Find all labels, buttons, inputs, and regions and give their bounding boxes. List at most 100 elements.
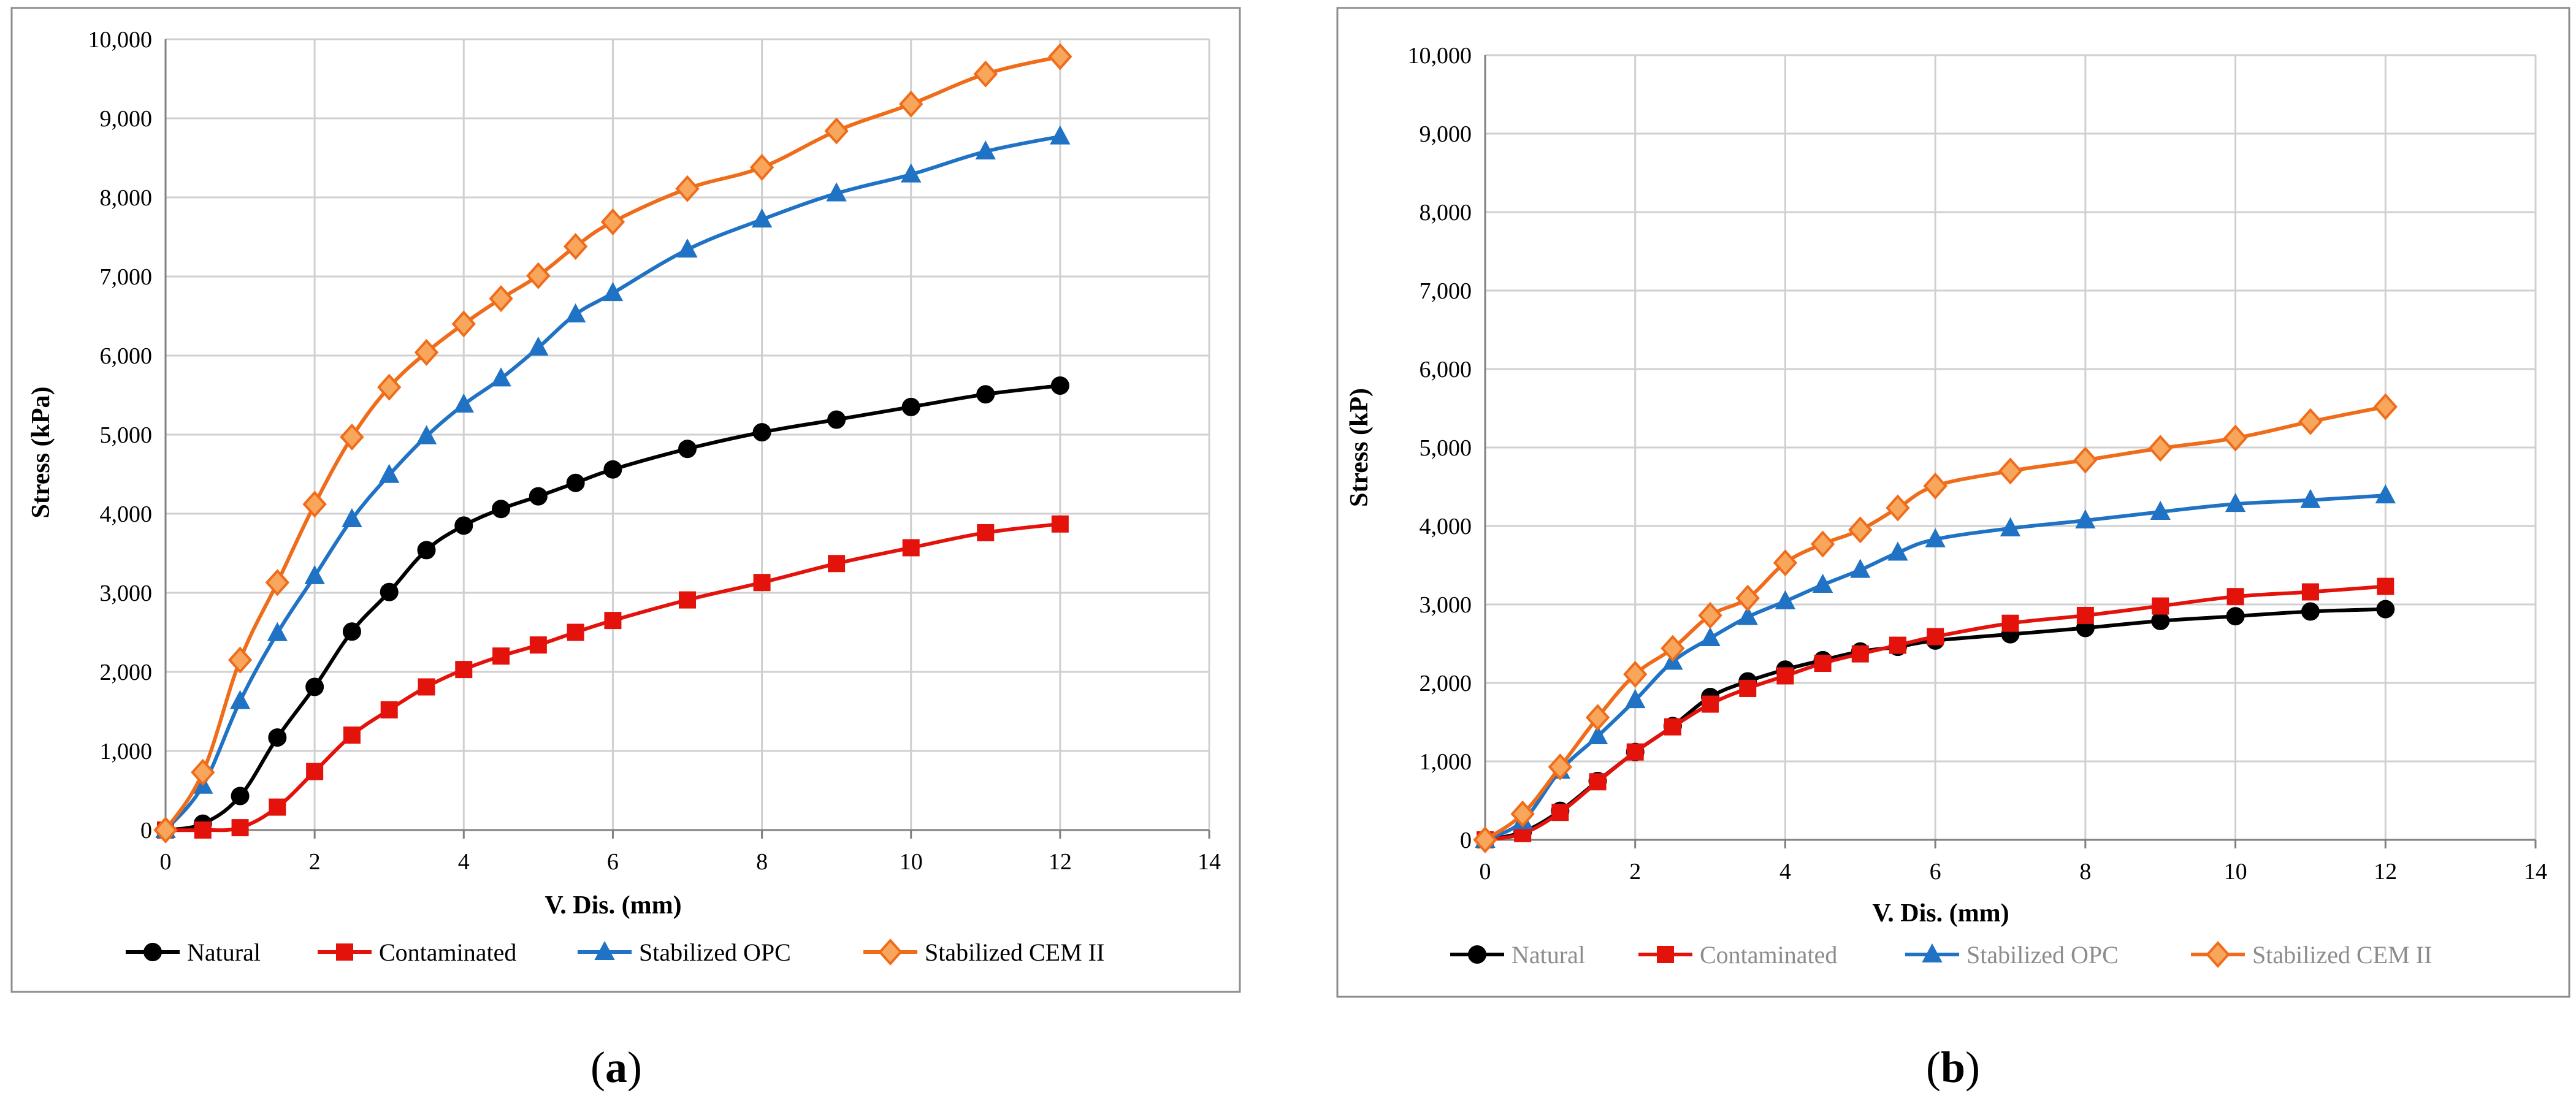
chart-a-point-contaminated xyxy=(1051,515,1069,533)
chart-a-point-natural xyxy=(417,541,436,560)
chart-a-series xyxy=(153,43,1072,844)
chart-b-point-stabilized-cem-ii xyxy=(1735,584,1760,612)
chart-a-x-tick-label: 0 xyxy=(160,849,172,875)
chart-a-point-natural xyxy=(380,582,399,601)
chart-a-point-stabilized-opc xyxy=(342,508,362,528)
chart-b-point-contaminated xyxy=(1851,645,1869,663)
chart-b-point-stabilized-cem-ii xyxy=(1510,800,1535,828)
chart-b-point-stabilized-opc xyxy=(1775,590,1796,609)
chart-a-legend-item-contaminated: Contaminated xyxy=(318,939,516,966)
chart-a-point-stabilized-cem-ii xyxy=(377,373,402,401)
chart-b-legend-item-natural: Natural xyxy=(1450,941,1585,969)
chart-a-point-natural xyxy=(752,423,771,442)
chart-a-y-tick-label: 0 xyxy=(140,818,152,844)
chart-b-y-tick-label: 8,000 xyxy=(1420,200,1472,226)
chart-a: 0 1,000 2,000 3,000 4,000 5,000 6,000 7,000 8,00… xyxy=(27,27,1221,966)
chart-b-point-contaminated xyxy=(2001,614,2019,632)
chart-a-point-stabilized-cem-ii xyxy=(265,569,290,596)
chart-a-legend-item-natural: Natural xyxy=(126,939,261,966)
chart-b-point-stabilized-opc xyxy=(1850,558,1871,578)
chart-a-x-tick-label: 8 xyxy=(756,849,768,875)
chart-b-point-stabilized-cem-ii xyxy=(1661,634,1685,662)
chart-a-y-tick-label: 9,000 xyxy=(100,106,153,132)
chart-a-point-stabilized-cem-ii xyxy=(749,153,774,181)
chart-b-point-natural xyxy=(2376,600,2395,619)
chart-b-axes xyxy=(1484,55,2537,848)
chart-b-point-contaminated xyxy=(1551,804,1569,821)
chart-a-point-natural xyxy=(268,728,287,747)
chart-a-point-stabilized-opc xyxy=(528,336,549,356)
chart-a-point-stabilized-cem-ii xyxy=(153,817,178,844)
chart-b-point-contaminated xyxy=(1664,718,1681,736)
chart-a-x-tick-labels: 0 2 4 6 8 10 12 14 xyxy=(160,849,1221,875)
chart-a-x-tick-label: 2 xyxy=(309,849,321,875)
chart-b-legend-marker-natural xyxy=(1468,945,1486,964)
chart-a-point-contaminated xyxy=(828,555,846,573)
chart-b-y-axis-title: Stress (kP) xyxy=(1345,388,1374,507)
chart-b-legend-item-stabilized-opc: Stabilized OPC xyxy=(1905,941,2119,969)
chart-a-point-contaminated xyxy=(679,591,696,609)
chart-a-point-stabilized-opc xyxy=(453,393,474,413)
chart-b-y-tick-label: 1,000 xyxy=(1420,749,1472,775)
chart-b-point-stabilized-opc xyxy=(2000,517,2021,536)
chart-b-point-stabilized-cem-ii xyxy=(1623,660,1648,688)
chart-a-y-tick-label: 4,000 xyxy=(100,501,153,527)
chart-b-point-contaminated xyxy=(2152,597,2169,615)
chart-a-point-stabilized-cem-ii xyxy=(340,423,364,451)
chart-b-point-contaminated xyxy=(2076,606,2094,624)
chart-b-point-stabilized-opc xyxy=(1625,689,1646,709)
chart-a-x-tick-label: 14 xyxy=(1198,849,1221,875)
chart-b-y-tick-label: 7,000 xyxy=(1420,278,1472,304)
panel-label-b: (b) xyxy=(1926,1043,1980,1092)
chart-a-legend: Natural Contaminated Stabilized OPC Stabili… xyxy=(126,939,1104,966)
chart-a-point-stabilized-opc xyxy=(602,281,624,302)
chart-b-point-stabilized-cem-ii xyxy=(1848,516,1873,544)
chart-a-point-stabilized-opc xyxy=(901,163,922,183)
chart-a-point-stabilized-cem-ii xyxy=(899,90,923,118)
chart-a-x-tick-label: 12 xyxy=(1049,849,1072,875)
chart-a-x-tick-label: 6 xyxy=(607,849,619,875)
chart-b-point-stabilized-cem-ii xyxy=(1998,457,2023,485)
chart-a-point-contaminated xyxy=(194,821,212,839)
chart-a-point-contaminated xyxy=(231,819,249,837)
chart-a-point-stabilized-opc xyxy=(267,622,288,641)
chart-a-point-contaminated xyxy=(418,678,435,696)
chart-a-frame xyxy=(10,7,1241,993)
chart-b-gridlines xyxy=(1485,54,2537,840)
chart-a-series-stabilized-cem-ii xyxy=(153,43,1072,844)
chart-a-y-tick-label: 5,000 xyxy=(100,422,153,448)
chart-a-point-contaminated xyxy=(977,524,995,541)
chart-b-x-tick-label: 14 xyxy=(2524,859,2547,885)
chart-a-point-stabilized-opc xyxy=(416,425,437,444)
chart-a-point-stabilized-cem-ii xyxy=(414,338,439,366)
chart-b-point-stabilized-opc xyxy=(2375,484,2396,504)
chart-b-legend-label-stabilized-opc: Stabilized OPC xyxy=(1966,941,2119,969)
chart-a-point-stabilized-cem-ii xyxy=(973,60,998,88)
chart-a-x-tick-label: 10 xyxy=(900,849,923,875)
chart-a-legend-label-natural: Natural xyxy=(187,939,261,966)
chart-b-point-stabilized-cem-ii xyxy=(2073,446,2098,474)
chart-a-point-contaminated xyxy=(529,636,547,654)
chart-a-point-natural xyxy=(492,500,511,519)
chart-a-legend-marker-stabilized-opc xyxy=(594,940,615,960)
chart-a-point-natural xyxy=(678,440,697,459)
chart-b-point-contaminated xyxy=(1814,655,1832,672)
chart-a-point-stabilized-opc xyxy=(1050,125,1071,145)
chart-b-point-stabilized-cem-ii xyxy=(1923,472,1947,500)
chart-b-x-axis-title: V. Dis. (mm) xyxy=(1872,899,2009,928)
chart-a-point-stabilized-cem-ii xyxy=(191,758,215,786)
chart-b-legend-item-stabilized-cem-ii: Stabilized CEM II xyxy=(2191,941,2432,969)
chart-b: 0 1,000 2,000 3,000 4,000 5,000 6,000 7,000 8,00… xyxy=(1345,43,2547,969)
chart-a-gridlines xyxy=(166,38,1210,830)
chart-b-x-tick-label: 10 xyxy=(2224,859,2247,885)
chart-a-point-natural xyxy=(1050,376,1069,395)
chart-b-point-stabilized-opc xyxy=(1925,528,1946,547)
chart-b-y-tick-label: 0 xyxy=(1460,828,1472,853)
chart-a-point-stabilized-opc xyxy=(229,690,251,709)
chart-b-legend-marker-contaminated xyxy=(1657,946,1674,963)
chart-b-y-tick-labels: 0 1,000 2,000 3,000 4,000 5,000 6,000 7,000 8,00… xyxy=(1408,43,1472,853)
chart-b-x-tick-labels: 0 2 4 6 8 10 12 14 xyxy=(1480,859,2548,885)
chart-a-x-tick-label: 4 xyxy=(458,849,470,875)
chart-a-point-natural xyxy=(901,397,920,416)
chart-a-line-natural xyxy=(164,384,1062,832)
